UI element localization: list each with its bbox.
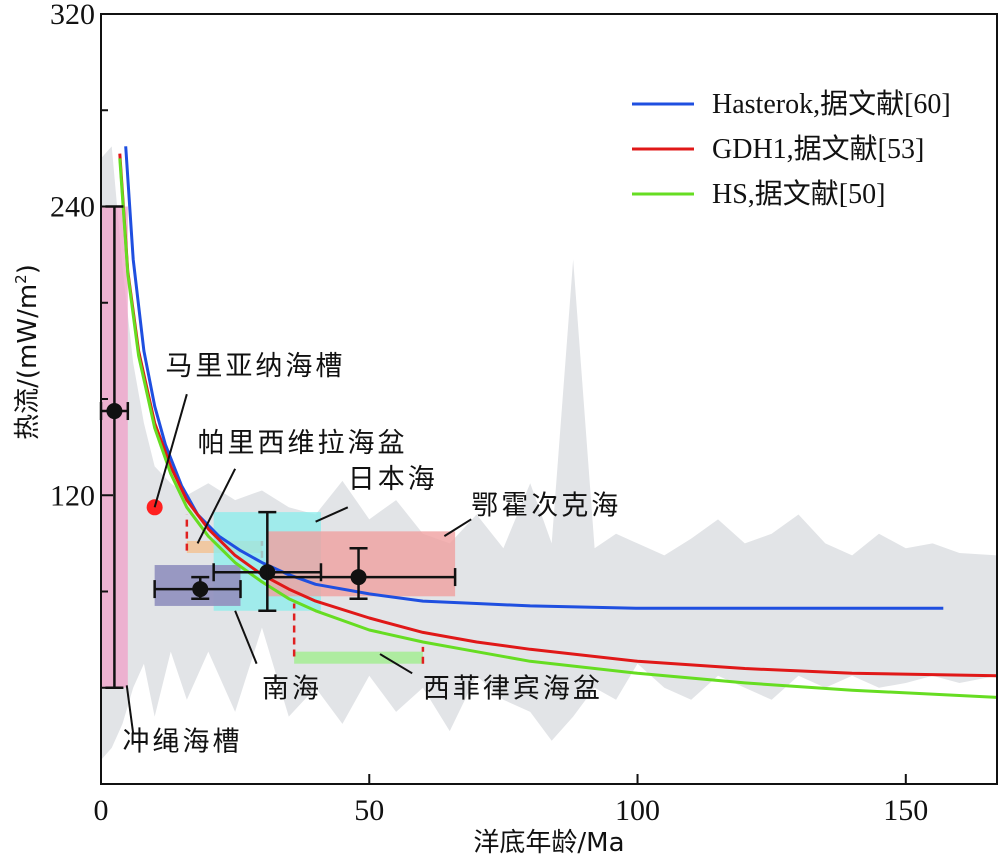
region-leader-line-1 xyxy=(153,393,188,508)
region-box-4 xyxy=(267,531,456,597)
data-point-4 xyxy=(350,569,367,586)
legend: Hasterok,据文献[60] GDH1,据文献[53] HS,据文献[50] xyxy=(632,88,951,210)
data-point-0 xyxy=(106,403,123,420)
region-leader-line-5 xyxy=(234,610,258,665)
y-tick-label-120: 120 xyxy=(50,479,95,512)
x-tick-label-50: 50 xyxy=(354,794,384,827)
curves-layer xyxy=(118,146,998,699)
y-axis-title: 热流/(mW/m2) xyxy=(12,264,43,440)
region-leader-line-6 xyxy=(379,653,413,675)
region-label-3: 日本海 xyxy=(348,464,438,495)
series-line-hs xyxy=(118,158,998,699)
error-bar-point-5 xyxy=(153,575,242,600)
y-axis-title-end: ) xyxy=(13,264,43,274)
region-label-0: 冲绳海槽 xyxy=(122,726,242,757)
legend-label-hs: HS,据文献[50] xyxy=(712,178,885,210)
x-tick-label-150: 150 xyxy=(883,794,928,827)
background-data-band xyxy=(101,146,997,760)
x-tick-label-0: 0 xyxy=(94,794,109,827)
region-label-1: 马里亚纳海槽 xyxy=(165,351,345,382)
series-line-hasterok xyxy=(124,146,944,610)
data-point-5 xyxy=(192,581,209,598)
region-label-4: 鄂霍次克海 xyxy=(471,491,621,522)
y-tick-label-240: 240 xyxy=(50,191,95,224)
error-bar-point-4 xyxy=(266,546,457,600)
x-axis-title: 洋底年龄/Ma xyxy=(473,828,624,858)
region-box-6 xyxy=(294,651,423,664)
legend-label-gdh1: GDH1,据文献[53] xyxy=(712,133,924,165)
y-tick-label-320: 320 xyxy=(50,0,95,31)
x-tick-label-100: 100 xyxy=(615,794,660,827)
axes-layer: 0 50 100 150 120 240 320 xyxy=(50,0,998,827)
region-leader-line-3 xyxy=(315,506,349,523)
region-label-6: 西菲律宾海盆 xyxy=(423,673,603,704)
legend-label-hasterok: Hasterok,据文献[60] xyxy=(712,88,951,120)
region-label-2: 帕里西维拉海盆 xyxy=(198,428,408,459)
region-leader-line-2 xyxy=(196,468,237,544)
y-axis-title-superscript: 2 xyxy=(12,274,30,284)
region-label-5: 南海 xyxy=(262,673,322,704)
region-leader-line-0 xyxy=(125,685,135,734)
region-leader-line-4 xyxy=(443,518,472,538)
background-band-layer xyxy=(101,146,997,760)
